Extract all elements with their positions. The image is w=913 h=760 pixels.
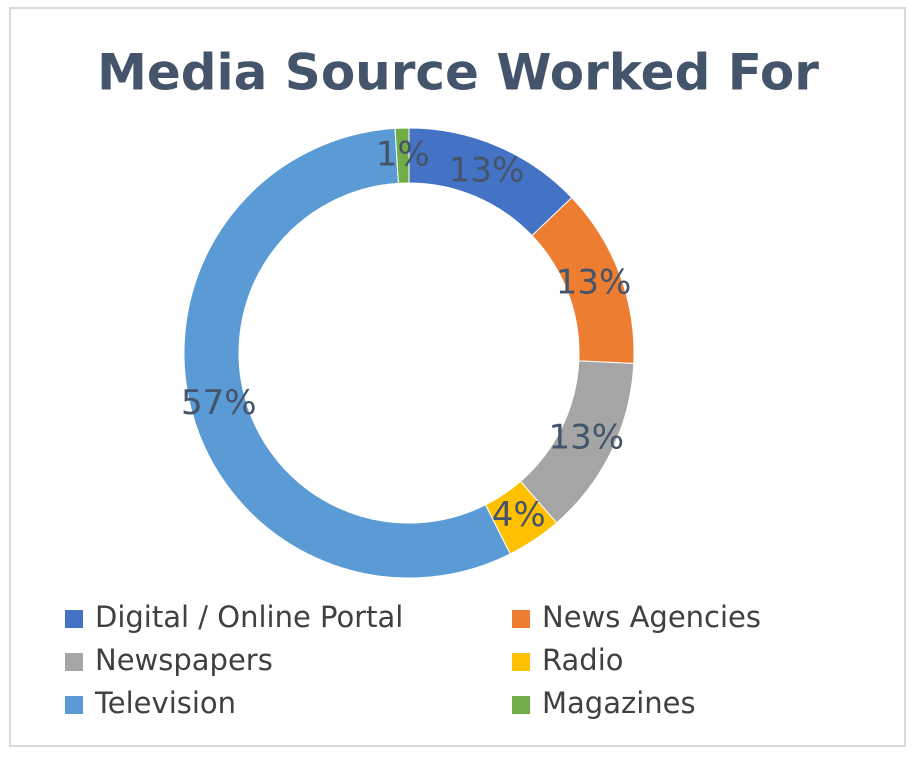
legend-swatch: [512, 610, 530, 628]
legend-label: Radio: [542, 643, 624, 677]
legend-label: News Agencies: [542, 600, 761, 634]
data-label: 13%: [549, 417, 625, 457]
data-label: 13%: [556, 263, 632, 303]
legend-swatch: [65, 653, 83, 671]
data-label: 1%: [376, 135, 430, 175]
donut-segment: [394, 127, 410, 184]
data-label: 4%: [492, 495, 546, 535]
legend-label: Digital / Online Portal: [95, 600, 403, 634]
legend-swatch: [512, 653, 530, 671]
data-label: 13%: [449, 150, 525, 190]
donut-segment: [183, 127, 511, 579]
data-label: 57%: [181, 383, 257, 423]
legend-swatch: [65, 610, 83, 628]
chart-title: Media Source Worked For: [97, 44, 819, 102]
legend-swatch: [65, 696, 83, 714]
legend-label: Television: [94, 686, 236, 720]
legend-label: Newspapers: [95, 643, 273, 677]
chart-frame: [9, 7, 906, 747]
legend-label: Magazines: [542, 686, 696, 720]
legend-swatch: [512, 696, 530, 714]
